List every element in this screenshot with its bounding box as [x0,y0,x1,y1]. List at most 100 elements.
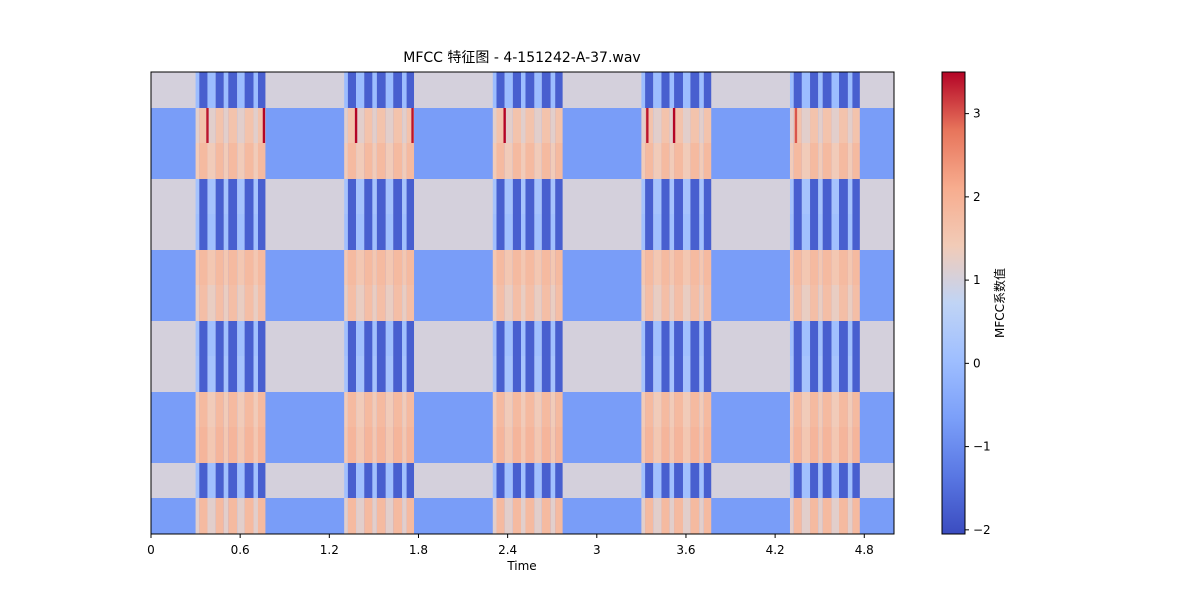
heatmap-cell [822,321,832,356]
heatmap-cell [347,463,357,498]
heatmap-cell [244,214,254,250]
heatmap-cell [669,250,675,285]
heatmap-cell [789,321,794,356]
heatmap-cell [534,392,542,427]
heatmap-cell [661,498,670,534]
heatmap-cell [690,179,700,214]
heatmap-cell [253,250,258,285]
heatmap-cell [344,108,348,143]
heatmap-cell [534,143,542,179]
heatmap-cell [347,214,357,250]
heatmap-cell [550,108,556,143]
heatmap-cell [393,143,403,179]
heatmap-cell [703,285,712,321]
heatmap-cell [253,214,258,250]
heatmap-cell [364,321,373,356]
heatmap-cell [237,72,245,108]
heatmap-cell [793,214,802,250]
heatmap-cell [839,321,848,356]
heatmap-cell [253,498,258,534]
heatmap-cell [244,250,254,285]
heatmap-cell [703,463,712,498]
heatmap-cell [818,463,823,498]
heatmap-cell [690,285,700,321]
heatmap-cell [645,250,654,285]
heatmap-cell [793,498,802,534]
heatmap-cell [228,285,238,321]
heatmap-cell [839,498,848,534]
heatmap-cell [682,179,691,214]
heatmap-cell [555,498,563,534]
heatmap-cell [376,356,386,392]
heatmap-cell [793,143,802,179]
heatmap-cell [669,321,675,356]
heatmap-cell [674,427,683,463]
heatmap-cell [512,108,522,143]
heatmap-peak-cell [206,108,209,143]
heatmap-cell [810,463,819,498]
heatmap-cell [839,143,848,179]
heatmap-cell [223,72,229,108]
heatmap-cell [699,179,704,214]
heatmap-cell [372,321,377,356]
heatmap-cell [393,72,403,108]
heatmap-cell [541,72,551,108]
heatmap-cell [661,321,670,356]
heatmap-cell [822,143,832,179]
heatmap-cell [831,356,840,392]
heatmap-cell [376,179,386,214]
x-tick-label: 0.6 [231,543,250,557]
heatmap-cell [385,427,394,463]
heatmap-cell [555,356,563,392]
heatmap-cell [496,427,505,463]
heatmap-cell [847,72,853,108]
heatmap-cell [344,143,348,179]
heatmap-cell [541,143,551,179]
heatmap-cell [402,356,407,392]
heatmap-cell [521,250,526,285]
heatmap-cell [682,463,691,498]
heatmap-cell [237,214,245,250]
heatmap-cell [641,321,646,356]
heatmap-cell [534,498,542,534]
plot-frame [150,71,895,535]
heatmap-cell [376,321,386,356]
heatmap-cell [496,143,505,179]
heatmap-cell [653,108,662,143]
heatmap-cell [525,143,535,179]
heatmap-cell [541,214,551,250]
heatmap-cell [199,179,208,214]
heatmap-cell [402,463,407,498]
heatmap-cell [831,214,840,250]
heatmap-cell [818,214,823,250]
heatmap-cell [223,179,229,214]
heatmap-cell [364,392,373,427]
heatmap-cell [852,214,860,250]
heatmap-cell [801,321,811,356]
heatmap-cell [347,392,357,427]
heatmap-cell [839,72,848,108]
heatmap-cell [525,72,535,108]
heatmap-cell [525,179,535,214]
heatmap-cell [801,214,811,250]
heatmap-cell [504,214,513,250]
heatmap-cell [402,321,407,356]
heatmap-cell [344,179,348,214]
heatmap-cell [406,463,415,498]
heatmap-cell [492,285,497,321]
heatmap-cell [364,72,373,108]
heatmap-cell [822,392,832,427]
heatmap-cell [223,463,229,498]
heatmap-peak-cell [411,108,414,143]
heatmap-cell [393,498,403,534]
heatmap-cell [645,392,654,427]
heatmap-cell [690,72,700,108]
heatmap-cell [831,392,840,427]
heatmap-cell [669,143,675,179]
heatmap-cell [521,427,526,463]
heatmap-cell [674,250,683,285]
heatmap-cell [356,356,365,392]
heatmap-cell [496,72,505,108]
heatmap-cell [406,108,415,143]
heatmap-cell [402,285,407,321]
